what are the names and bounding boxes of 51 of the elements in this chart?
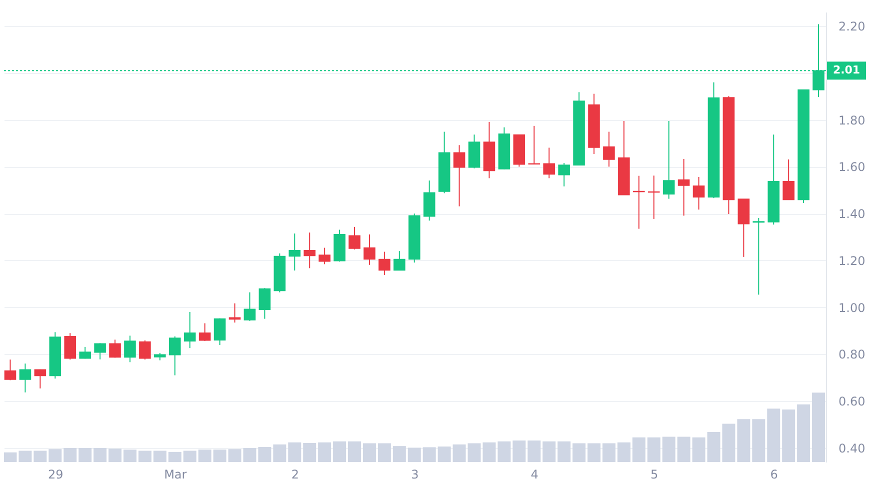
candlestick	[423, 180, 436, 222]
x-tick-label: 29	[48, 468, 64, 482]
candlestick	[662, 120, 675, 200]
candlestick	[64, 332, 76, 360]
candlestick	[782, 158, 794, 200]
candlestick	[543, 147, 555, 179]
candlestick	[214, 318, 226, 346]
y-tick-label: 1.60	[838, 160, 866, 174]
x-tick-label: 6	[770, 468, 778, 482]
y-tick-label: 0.80	[838, 348, 866, 362]
ref-line-label: 2.01	[832, 64, 860, 77]
candlestick	[453, 144, 466, 207]
candlestick	[244, 292, 256, 322]
candlestick	[304, 232, 316, 269]
candlestick	[394, 250, 406, 271]
candlestick	[378, 251, 390, 276]
x-tick-label: 3	[411, 468, 419, 482]
y-tick-label: 1.80	[838, 113, 866, 128]
candlestick	[79, 346, 91, 360]
candlestick	[124, 335, 136, 363]
candlestick	[752, 218, 765, 296]
candlestick	[19, 363, 32, 393]
y-tick-label: 1.20	[838, 254, 866, 268]
x-tick-label: 5	[650, 468, 658, 482]
candlestick	[678, 158, 690, 216]
y-tick-label: 2.20	[838, 20, 866, 34]
candlestick	[318, 247, 330, 265]
y-tick-label: 0.40	[838, 441, 866, 456]
candlestick	[258, 288, 271, 320]
candlestick	[288, 232, 301, 272]
candlestick	[348, 226, 360, 250]
candlestick	[168, 336, 181, 376]
y-tick-label: 1.40	[838, 207, 866, 222]
x-tick-label: 2	[291, 468, 299, 482]
candlestick	[692, 176, 705, 210]
y-tick-label: 1.00	[838, 300, 866, 315]
candlestick	[228, 302, 241, 324]
candlestick	[34, 368, 46, 389]
candlestick	[139, 340, 151, 360]
candlestick	[4, 359, 16, 381]
candlestick	[364, 234, 376, 266]
candlestick	[603, 131, 615, 168]
x-tick-label: 4	[530, 468, 538, 482]
candlestick	[198, 322, 211, 342]
candlestick	[558, 162, 570, 187]
candlestick	[528, 125, 540, 165]
candlestick	[109, 339, 121, 358]
x-tick-label: Mar	[164, 468, 187, 482]
y-tick-label: 0.60	[838, 394, 866, 409]
candlestick	[184, 312, 196, 349]
candlestick	[94, 342, 106, 360]
